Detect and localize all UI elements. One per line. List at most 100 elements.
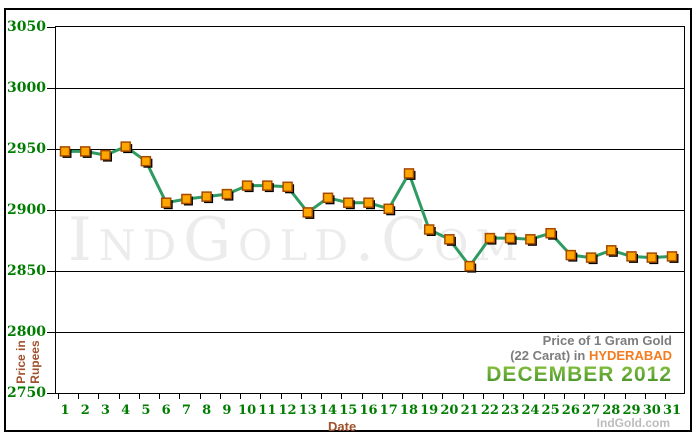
x-tick-label: 9 [222, 403, 232, 418]
y-axis-title: Price in Rupees [14, 331, 42, 393]
data-point-marker [282, 181, 293, 193]
x-tick-label: 30 [642, 403, 661, 418]
data-point-marker [160, 197, 172, 208]
x-tick-mark [98, 394, 100, 399]
x-tick-mark [442, 394, 444, 399]
data-point-marker [343, 197, 354, 208]
x-tick-mark [118, 394, 120, 399]
x-tick-mark [604, 394, 606, 399]
data-point-marker [423, 224, 435, 235]
x-tick-label: 11 [258, 403, 277, 418]
plot-area: IndGold.Com [55, 26, 685, 394]
x-tick-mark [665, 394, 666, 399]
y-axis-title-line2: Rupees [28, 340, 42, 384]
x-axis-title: Date [328, 419, 357, 434]
x-tick-label: 29 [622, 403, 641, 418]
y-tick-label: 2900 [7, 202, 46, 218]
title-carat-text: (22 Carat) in [510, 348, 589, 363]
site-brand-text: IndGold.com [596, 416, 670, 430]
data-point-marker [545, 227, 556, 239]
x-tick-mark [584, 394, 586, 399]
y-tick-label: 3000 [7, 80, 46, 96]
x-tick-label: 6 [161, 403, 171, 418]
x-tick-label: 23 [501, 403, 520, 418]
title-line2: (22 Carat) in HYDERABAD [486, 348, 672, 363]
data-point-marker [525, 234, 536, 245]
x-tick-label: 7 [181, 403, 191, 418]
data-point-marker [585, 252, 597, 263]
x-tick-mark [543, 394, 545, 399]
x-tick-label: 25 [541, 403, 560, 418]
x-tick-mark [644, 394, 646, 399]
data-point-marker [241, 180, 253, 191]
x-tick-label: 12 [278, 403, 297, 418]
x-tick-label: 10 [238, 403, 257, 418]
title-city-name: HYDERABAD [588, 348, 672, 363]
x-tick-label: 3 [100, 403, 110, 418]
x-tick-mark [260, 394, 262, 399]
x-tick-mark [422, 394, 424, 399]
x-tick-label: 8 [202, 403, 212, 418]
watermark-text: IndGold.Com [68, 205, 526, 275]
x-tick-label: 21 [460, 403, 479, 418]
y-tick-label: 2950 [7, 141, 46, 157]
x-tick-mark [58, 394, 59, 399]
data-point-marker [626, 251, 637, 262]
x-tick-label: 31 [662, 403, 682, 418]
data-point-marker [383, 203, 394, 215]
data-point-marker [606, 245, 617, 256]
x-tick-label: 15 [339, 403, 358, 418]
x-tick-label: 2 [80, 403, 90, 418]
data-point-marker [120, 141, 131, 152]
data-point-marker [100, 149, 111, 161]
y-tick-label: 2750 [7, 385, 46, 401]
x-tick-mark [523, 394, 525, 399]
data-point-marker [302, 207, 314, 218]
x-tick-label: 19 [420, 403, 439, 418]
x-tick-mark [624, 394, 626, 399]
data-point-marker [201, 191, 212, 202]
x-tick-mark [381, 394, 383, 399]
x-tick-label: 4 [121, 403, 131, 418]
y-tick-mark [47, 332, 55, 333]
x-tick-label: 27 [582, 403, 601, 418]
data-point-marker [504, 232, 516, 244]
x-tick-mark [563, 394, 565, 399]
x-tick-label: 20 [440, 403, 459, 418]
x-tick-mark [503, 394, 505, 399]
x-tick-label: 5 [141, 403, 151, 418]
x-tick-label: 22 [480, 403, 499, 418]
y-tick-label: 2850 [7, 263, 46, 279]
y-tick-mark [47, 210, 55, 211]
x-tick-mark [78, 394, 80, 399]
data-point-marker [484, 232, 496, 244]
y-tick-mark [47, 393, 55, 394]
y-tick-mark [47, 27, 55, 28]
x-tick-mark [240, 394, 242, 399]
data-point-marker [646, 252, 658, 263]
data-point-marker [59, 146, 71, 157]
title-line1: Price of 1 Gram Gold [542, 333, 672, 348]
x-tick-label: 24 [521, 403, 540, 418]
x-tick-label: 28 [602, 403, 621, 418]
x-tick-mark [361, 394, 363, 399]
x-tick-mark [300, 394, 302, 399]
data-point-marker [666, 251, 678, 262]
y-tick-mark [47, 88, 55, 89]
data-point-marker [464, 260, 475, 272]
x-tick-mark [138, 394, 140, 399]
y-tick-label: 3050 [7, 19, 46, 35]
x-tick-label: 18 [399, 403, 418, 418]
y-axis-title-line1: Price in [14, 340, 28, 384]
data-point-marker [363, 197, 374, 208]
title-month-year: DECEMBER 2012 [486, 363, 672, 386]
x-tick-mark [179, 394, 181, 399]
data-point-marker [221, 188, 233, 200]
x-tick-label: 26 [561, 403, 580, 418]
x-tick-label: 13 [298, 403, 317, 418]
image-border-frame [4, 8, 692, 432]
price-line-chart [56, 88, 684, 333]
data-point-marker [79, 146, 91, 157]
data-point-marker [403, 168, 415, 179]
x-tick-mark [159, 394, 161, 399]
